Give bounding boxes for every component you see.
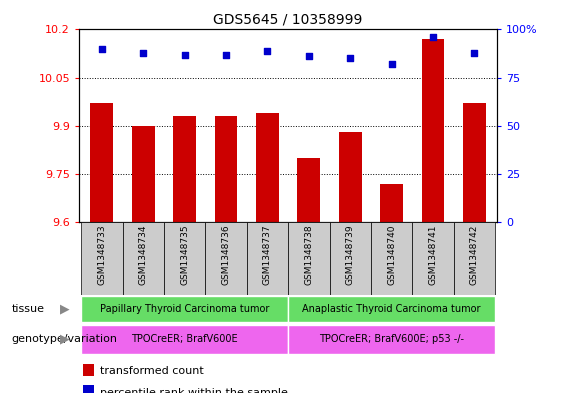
Bar [83, 364, 94, 376]
FancyBboxPatch shape [412, 222, 454, 295]
FancyBboxPatch shape [288, 296, 495, 321]
Text: GSM1348737: GSM1348737 [263, 224, 272, 285]
Text: GSM1348742: GSM1348742 [470, 224, 479, 285]
Bar [173, 116, 196, 222]
Text: TPOCreER; BrafV600E; p53 -/-: TPOCreER; BrafV600E; p53 -/- [319, 334, 464, 344]
Text: GSM1348741: GSM1348741 [428, 224, 437, 285]
FancyBboxPatch shape [247, 222, 288, 295]
Text: TPOCreER; BrafV600E: TPOCreER; BrafV600E [131, 334, 238, 344]
Text: Papillary Thyroid Carcinoma tumor: Papillary Thyroid Carcinoma tumor [100, 304, 270, 314]
Text: percentile rank within the sample: percentile rank within the sample [100, 388, 288, 393]
FancyBboxPatch shape [164, 222, 205, 295]
FancyBboxPatch shape [288, 325, 495, 354]
Text: genotype/variation: genotype/variation [11, 334, 118, 344]
Bar [463, 103, 486, 222]
Text: tissue: tissue [11, 304, 44, 314]
Point [305, 53, 314, 60]
Bar [83, 385, 94, 393]
Bar [380, 184, 403, 222]
Text: GSM1348735: GSM1348735 [180, 224, 189, 285]
Text: GSM1348733: GSM1348733 [97, 224, 106, 285]
Title: GDS5645 / 10358999: GDS5645 / 10358999 [214, 13, 363, 27]
Text: ▶: ▶ [60, 302, 70, 316]
Point [387, 61, 396, 67]
FancyBboxPatch shape [81, 325, 288, 354]
Bar [215, 116, 237, 222]
Point [346, 55, 355, 61]
Text: GSM1348739: GSM1348739 [346, 224, 355, 285]
Bar [421, 39, 445, 222]
Text: GSM1348736: GSM1348736 [221, 224, 231, 285]
FancyBboxPatch shape [371, 222, 412, 295]
Text: Anaplastic Thyroid Carcinoma tumor: Anaplastic Thyroid Carcinoma tumor [302, 304, 481, 314]
FancyBboxPatch shape [454, 222, 495, 295]
Point [221, 51, 231, 58]
Bar [132, 126, 155, 222]
Point [428, 34, 437, 40]
Bar [297, 158, 320, 222]
FancyBboxPatch shape [205, 222, 247, 295]
FancyBboxPatch shape [329, 222, 371, 295]
Point [139, 50, 148, 56]
FancyBboxPatch shape [81, 296, 288, 321]
FancyBboxPatch shape [123, 222, 164, 295]
FancyBboxPatch shape [81, 222, 123, 295]
Text: ▶: ▶ [60, 332, 70, 346]
Text: GSM1348738: GSM1348738 [305, 224, 314, 285]
Point [180, 51, 189, 58]
Point [97, 46, 106, 52]
Text: GSM1348740: GSM1348740 [387, 224, 396, 285]
Bar [90, 103, 113, 222]
Point [470, 50, 479, 56]
Bar [339, 132, 362, 222]
Point [263, 48, 272, 54]
Bar [256, 113, 279, 222]
Text: GSM1348734: GSM1348734 [139, 224, 148, 285]
FancyBboxPatch shape [288, 222, 329, 295]
Text: transformed count: transformed count [100, 366, 204, 376]
